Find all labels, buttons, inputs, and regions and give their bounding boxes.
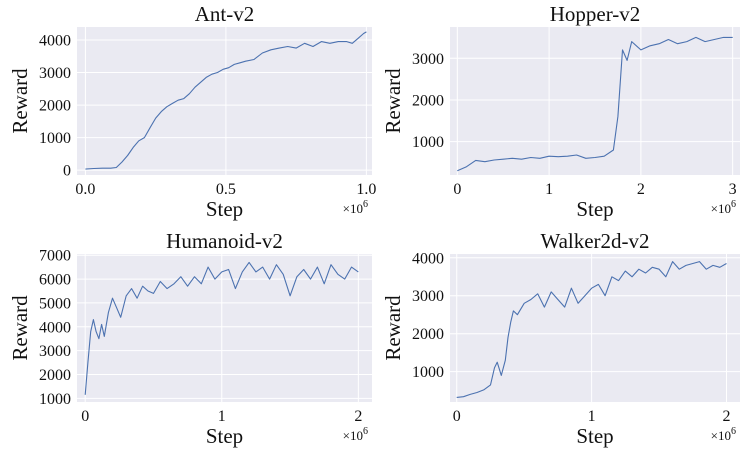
x-scale-factor: ×106: [711, 199, 736, 216]
y-tick-label: 3000: [39, 65, 71, 82]
x-tick-label: 1.0: [356, 181, 376, 198]
plot-area: [77, 254, 372, 402]
y-tick-label: 5000: [39, 295, 71, 312]
x-tick-label: 0.5: [216, 181, 236, 198]
y-tick-label: 4000: [412, 250, 444, 267]
x-scale-factor: ×106: [711, 426, 736, 443]
y-axis-label: Reward: [381, 295, 405, 361]
x-tick-label: 0: [453, 408, 461, 425]
x-tick-label: 0: [453, 181, 461, 198]
y-tick-label: 3000: [412, 288, 444, 305]
chart-title: Ant-v2: [195, 2, 255, 26]
y-tick-label: 2000: [412, 326, 444, 343]
chart-panel-0: Ant-v2 0 1000 2000 3000 4000 0.0 0.5 1.0 Step Rewa…: [8, 2, 377, 221]
plot-area: [450, 254, 740, 402]
x-scale-exponent: 6: [731, 426, 736, 437]
y-tick-label: 1000: [39, 130, 71, 147]
series-line: [456, 261, 727, 398]
x-scale-base: ×10: [343, 201, 363, 216]
y-tick-label: 2000: [412, 92, 444, 109]
x-tick-label: 0.0: [75, 181, 95, 198]
x-tick-label: 1: [218, 408, 226, 425]
y-tick-label: 6000: [39, 272, 71, 289]
x-scale-factor: ×106: [343, 199, 368, 216]
chart-title: Humanoid-v2: [166, 229, 283, 253]
x-tick-label: 2: [723, 408, 731, 425]
chart-panel-1: Hopper-v2 1000 2000 3000 0 1 2 3 Step Reward ×106: [381, 2, 740, 221]
y-tick-label: 2000: [39, 367, 71, 384]
y-tick-label: 1000: [412, 364, 444, 381]
y-tick-label: 2000: [39, 98, 71, 115]
x-axis-label: Step: [576, 424, 613, 448]
y-tick-label: 3000: [412, 51, 444, 68]
x-scale-exponent: 6: [731, 199, 736, 210]
x-scale-base: ×10: [711, 201, 731, 216]
y-axis-label: Reward: [381, 68, 405, 134]
y-axis-label: Reward: [8, 68, 32, 134]
chart-title: Hopper-v2: [550, 2, 641, 26]
chart-title: Walker2d-v2: [540, 229, 649, 253]
y-tick-label: 0: [63, 163, 71, 180]
x-scale-factor: ×106: [343, 426, 368, 443]
x-tick-label: 2: [354, 408, 362, 425]
x-tick-label: 0: [81, 408, 89, 425]
x-tick-label: 2: [637, 181, 645, 198]
y-tick-label: 1000: [412, 134, 444, 151]
chart-panel-2: Humanoid-v2 1000 2000 3000 4000 5000 6000 7000 0…: [8, 229, 372, 448]
plot-area: [450, 27, 740, 175]
y-tick-label: 4000: [39, 33, 71, 50]
x-scale-exponent: 6: [363, 199, 368, 210]
chart-panel-3: Walker2d-v2 1000 2000 3000 4000 0 1 2 Step Reward…: [381, 229, 740, 448]
y-tick-label: 4000: [39, 319, 71, 336]
x-tick-label: 1: [588, 408, 596, 425]
series-line: [457, 36, 733, 172]
y-axis-label: Reward: [8, 295, 32, 361]
x-tick-label: 1: [545, 181, 553, 198]
series-line: [85, 31, 367, 170]
x-axis-label: Step: [206, 197, 243, 221]
y-tick-label: 3000: [39, 343, 71, 360]
series-line: [84, 261, 359, 395]
x-axis-label: Step: [576, 197, 613, 221]
plot-area: [77, 27, 372, 175]
x-scale-base: ×10: [711, 428, 731, 443]
x-axis-label: Step: [206, 424, 243, 448]
y-tick-label: 1000: [39, 391, 71, 408]
x-scale-exponent: 6: [363, 426, 368, 437]
y-tick-label: 7000: [39, 248, 71, 265]
x-scale-base: ×10: [343, 428, 363, 443]
x-tick-label: 3: [729, 181, 737, 198]
